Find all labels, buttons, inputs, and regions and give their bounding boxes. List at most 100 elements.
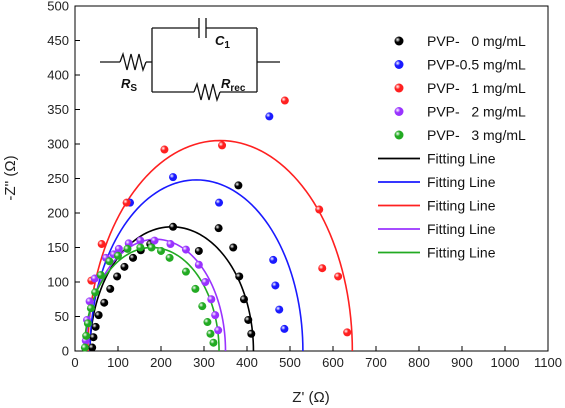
- data-point-series-3: [150, 236, 159, 245]
- data-point-series-2: [218, 141, 227, 150]
- x-tick-label: 1100: [534, 355, 562, 370]
- legend: PVP- 0 mg/mL PVP-0.5 mg/mL PVP- 1 mg/mL PVP…: [378, 33, 526, 261]
- data-point-series-2: [97, 240, 106, 249]
- data-point-series-0: [94, 311, 103, 320]
- y-tick-label: 450: [47, 33, 69, 48]
- resistor-rs-icon: [119, 51, 147, 73]
- legend-label-fit-3: Fitting Line: [427, 221, 496, 237]
- data-point-series-3: [85, 297, 94, 306]
- legend-label-series-4: PVP- 3 mg/mL: [427, 127, 526, 143]
- data-point-series-2: [334, 272, 343, 281]
- legend-label-fit-2: Fitting Line: [427, 198, 496, 214]
- data-point-series-4: [123, 244, 132, 253]
- data-point-series-0: [91, 322, 100, 331]
- y-tick-label: 300: [47, 137, 69, 152]
- data-point-series-2: [160, 145, 169, 154]
- data-point-series-4: [209, 338, 218, 347]
- data-point-series-4: [91, 288, 100, 297]
- data-point-series-0: [89, 333, 98, 342]
- legend-marker-series-4: [394, 130, 404, 140]
- y-tick-label: 150: [47, 240, 69, 255]
- x-tick-label: 200: [150, 355, 172, 370]
- data-point-series-4: [136, 243, 145, 252]
- data-point-series-0: [194, 246, 203, 255]
- legend-marker-series-2: [394, 83, 404, 93]
- legend-label-series-3: PVP- 2 mg/mL: [427, 104, 526, 120]
- data-point-series-2: [343, 328, 352, 337]
- data-point-series-3: [194, 260, 203, 269]
- data-point-series-4: [181, 267, 190, 276]
- data-point-series-0: [234, 181, 243, 190]
- x-tick-label: 900: [451, 355, 473, 370]
- fit-curves: [83, 139, 354, 352]
- y-tick-label: 200: [47, 206, 69, 221]
- legend-label-fit-0: Fitting Line: [427, 151, 496, 167]
- data-point-series-4: [86, 304, 95, 313]
- x-tick-label: 300: [193, 355, 215, 370]
- data-point-series-4: [105, 257, 114, 266]
- data-point-series-0: [247, 329, 256, 338]
- data-point-series-4: [191, 284, 200, 293]
- x-tick-label: 800: [408, 355, 430, 370]
- x-tick-label: 400: [236, 355, 258, 370]
- data-point-series-1: [269, 255, 278, 264]
- data-point-series-4: [83, 319, 92, 328]
- data-point-series-1: [169, 173, 178, 182]
- x-tick-label: 500: [279, 355, 301, 370]
- data-point-series-1: [215, 198, 224, 207]
- y-tick-label: 250: [47, 171, 69, 186]
- y-axis-label: -Z'' (Ω): [2, 155, 19, 200]
- data-point-series-2: [280, 96, 289, 105]
- data-point-series-3: [136, 236, 145, 245]
- y-tick-label: 100: [47, 275, 69, 290]
- x-axis-label: Z' (Ω): [292, 389, 329, 406]
- axis-ticks: 0 100 200 300 400 500 600 700 800 900 1000 1100 0 50 1…: [47, 0, 562, 370]
- data-point-series-4: [114, 251, 122, 260]
- y-tick-label: 50: [55, 309, 69, 324]
- data-point-series-1: [275, 305, 284, 314]
- data-point-series-3: [114, 244, 123, 253]
- data-point-series-4: [157, 246, 165, 255]
- data-point-series-3: [211, 311, 220, 320]
- legend-label-series-1: PVP-0.5 mg/mL: [427, 57, 526, 73]
- legend-marker-series-1: [394, 60, 404, 69]
- legend-label-series-0: PVP- 0 mg/mL: [427, 33, 526, 49]
- capacitor-label: C1: [215, 33, 230, 51]
- data-point-series-4: [147, 243, 156, 252]
- x-tick-label: 100: [107, 355, 129, 370]
- data-point-series-4: [96, 271, 105, 280]
- legend-label-fit-1: Fitting Line: [427, 174, 496, 190]
- data-point-series-0: [169, 222, 178, 231]
- legend-marker-series-0: [394, 36, 404, 46]
- rs-label: RS: [121, 76, 137, 94]
- data-point-series-0: [88, 343, 97, 352]
- x-tick-label: 700: [365, 355, 387, 370]
- resistor-rrec-icon: [193, 81, 221, 103]
- legend-label-fit-4: Fitting Line: [427, 245, 496, 261]
- data-point-series-0: [244, 315, 253, 324]
- data-point-series-1: [265, 112, 274, 121]
- x-tick-label: 0: [71, 355, 78, 370]
- x-tick-label: 600: [322, 355, 344, 370]
- data-point-series-0: [129, 253, 138, 262]
- data-point-series-4: [165, 253, 174, 262]
- data-point-series-0: [100, 298, 109, 307]
- data-point-series-1: [280, 324, 289, 333]
- data-point-series-2: [122, 198, 131, 207]
- y-tick-label: 0: [62, 344, 69, 359]
- data-point-series-3: [166, 240, 175, 249]
- data-point-series-0: [239, 295, 248, 304]
- y-tick-label: 350: [47, 102, 69, 117]
- data-point-series-0: [106, 284, 115, 293]
- fit-curve-1: [89, 179, 304, 352]
- y-tick-label: 500: [47, 0, 69, 14]
- y-tick-label: 400: [47, 68, 69, 83]
- data-point-series-0: [235, 272, 244, 281]
- data-point-series-3: [90, 274, 99, 283]
- data-point-series-4: [80, 343, 89, 352]
- data-point-series-4: [206, 329, 215, 338]
- data-point-series-4: [82, 331, 91, 340]
- data-point-series-0: [120, 262, 129, 271]
- data-point-series-2: [315, 205, 324, 214]
